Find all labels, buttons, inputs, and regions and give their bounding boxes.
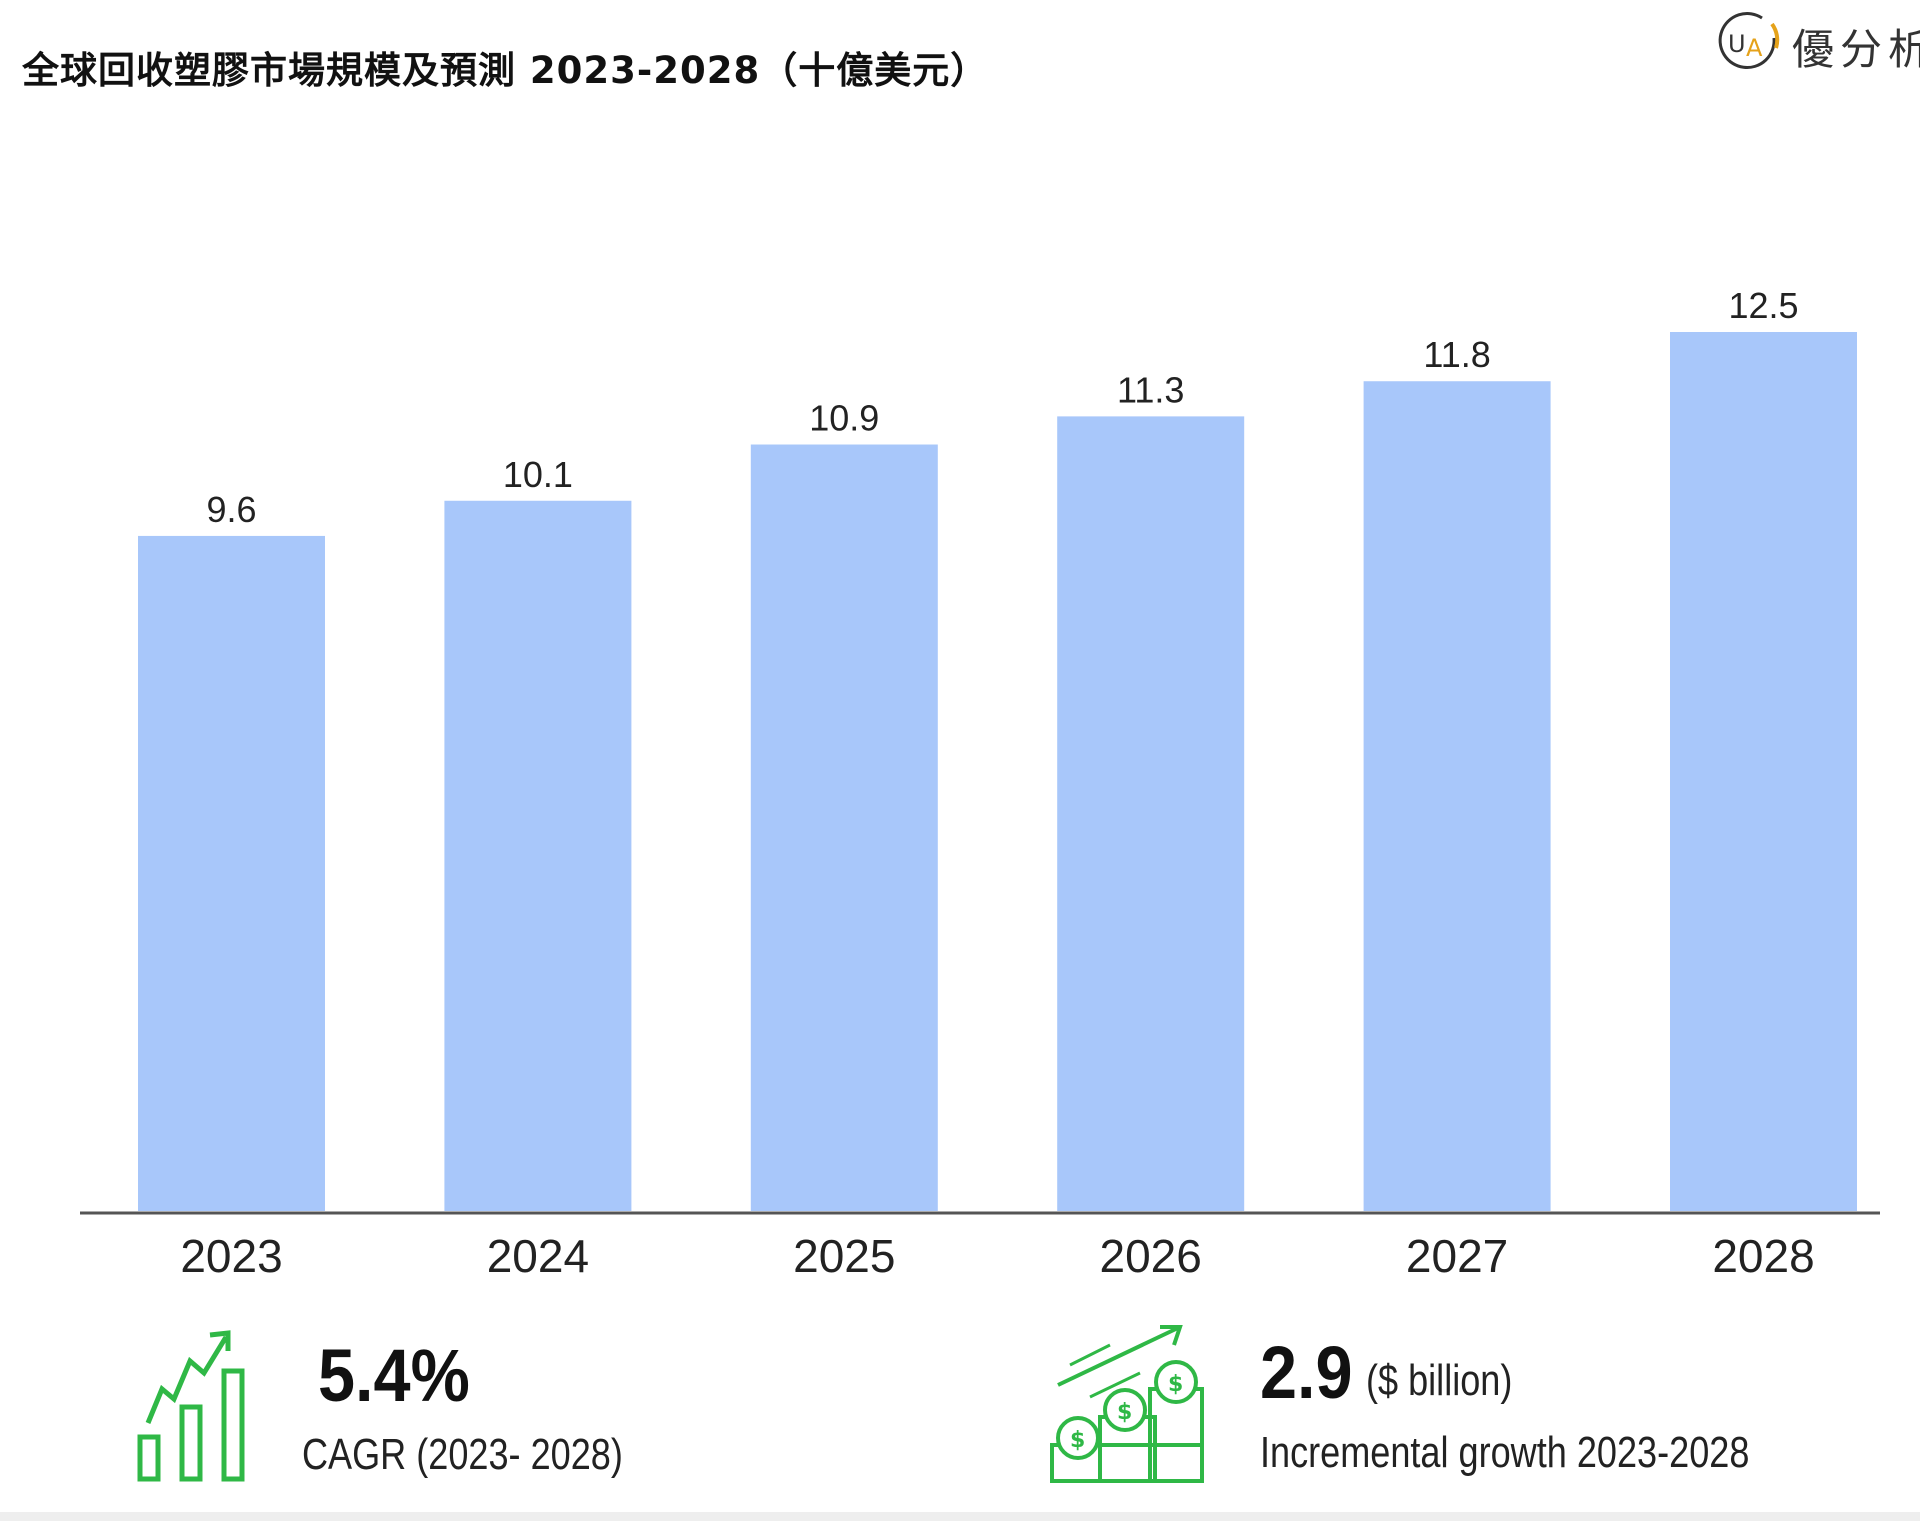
x-tick-label-2024: 2024 — [487, 1230, 589, 1282]
chart-title: 全球回收塑膠市場規模及預測 2023-2028（十億美元） — [22, 49, 989, 92]
svg-text:A: A — [1746, 34, 1763, 62]
growth-chart-icon — [137, 1330, 245, 1482]
value-label-2025: 10.9 — [809, 398, 879, 439]
x-tick-label-2027: 2027 — [1406, 1230, 1508, 1282]
svg-text:$: $ — [1117, 1400, 1132, 1425]
logo-text: 優分析 — [1792, 25, 1920, 74]
bar-chart: 9.6 10.1 10.9 11.3 11.8 12.5 2023 2024 2025 2026… — [80, 285, 1880, 1282]
bar-2028 — [1670, 332, 1857, 1211]
x-tick-labels-group: 2023 2024 2025 2026 2027 2028 — [180, 1230, 1814, 1282]
value-label-2027: 11.8 — [1423, 334, 1490, 375]
growth-value: 2.9 — [1260, 1331, 1353, 1414]
growth-caption: Incremental growth 2023-2028 — [1260, 1428, 1750, 1477]
footer-strip — [0, 1512, 1920, 1521]
value-labels-group: 9.6 10.1 10.9 11.3 11.8 12.5 — [206, 285, 1798, 530]
bar-2025 — [750, 444, 938, 1212]
growth-stat: $ $ $ 2.9 ($ billion) Incremental growth… — [1050, 1320, 1890, 1490]
brand-logo: U A 優分析 — [1714, 8, 1920, 76]
value-label-2023: 9.6 — [206, 489, 256, 530]
cagr-caption: CAGR (2023- 2028) — [302, 1430, 623, 1479]
svg-text:$: $ — [1070, 1428, 1085, 1453]
bar-2027 — [1363, 381, 1551, 1211]
svg-text:$: $ — [1168, 1372, 1183, 1397]
value-label-2024: 10.1 — [503, 454, 573, 495]
x-tick-label-2023: 2023 — [180, 1230, 282, 1282]
x-tick-label-2026: 2026 — [1100, 1230, 1202, 1282]
x-tick-label-2025: 2025 — [793, 1230, 895, 1282]
value-label-2028: 12.5 — [1728, 285, 1798, 326]
money-growth-icon: $ $ $ — [1050, 1325, 1204, 1483]
ua-logo-icon: U A — [1718, 12, 1780, 69]
cagr-stat: 5.4% CAGR (2023- 2028) — [130, 1325, 630, 1485]
growth-unit: ($ billion) — [1366, 1356, 1513, 1405]
bar-2023 — [138, 535, 325, 1211]
cagr-value: 5.4% — [318, 1334, 470, 1417]
svg-text:U: U — [1728, 30, 1746, 58]
bar-2024 — [444, 500, 632, 1211]
bars-group — [138, 332, 1857, 1212]
bar-2026 — [1057, 416, 1245, 1211]
x-tick-label-2028: 2028 — [1712, 1230, 1814, 1282]
value-label-2026: 11.3 — [1117, 369, 1184, 410]
